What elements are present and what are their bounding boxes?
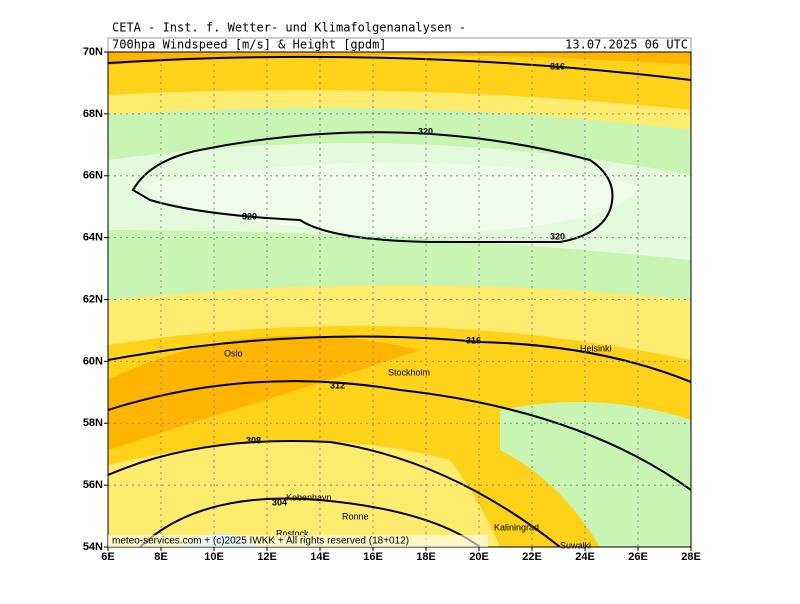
city-label: Stockholm [388, 367, 430, 377]
contour-label: 308 [246, 435, 261, 445]
contour-label: 320 [550, 231, 565, 241]
contour [108, 380, 691, 491]
contour-label: 320 [242, 211, 257, 221]
institute-title: CETA - Inst. f. Wetter- und Klimafolgena… [112, 21, 466, 35]
contour-label: 304 [272, 497, 287, 507]
footer-box [108, 535, 488, 547]
contour [108, 55, 691, 81]
city-label: Kobenhavn [286, 492, 332, 502]
band [108, 335, 420, 450]
contour-label: 320 [418, 126, 433, 136]
field [108, 52, 691, 547]
band [500, 402, 691, 547]
contour [139, 497, 481, 547]
contour-label: 316 [550, 61, 565, 71]
band [108, 52, 691, 65]
city-label: Ronne [342, 511, 369, 521]
lat-label: 64N [83, 232, 103, 244]
contour-label: 312 [330, 380, 345, 390]
lat-label: 68N [83, 108, 103, 120]
lat-label: 56N [83, 479, 103, 491]
lon-label: 28E [681, 551, 701, 563]
city-label: Kaliningrad [494, 522, 539, 532]
contour-label: 316 [466, 335, 481, 345]
lon-label: 6E [101, 551, 114, 563]
city-label: Oslo [224, 348, 243, 358]
contour [131, 131, 614, 243]
lon-label: 8E [154, 551, 167, 563]
lon-label: 22E [522, 551, 542, 563]
lon-label: 14E [310, 551, 330, 563]
footer: meteo-services.com + (c)2025 IWKK + All … [112, 536, 409, 547]
contour [108, 335, 691, 383]
lat-label: 60N [83, 355, 103, 367]
lon-label: 26E [628, 551, 648, 563]
lon-label: 12E [257, 551, 277, 563]
lon-label: 24E [575, 551, 595, 563]
product-title: 700hpa Windspeed [m/s] & Height [gpdm] [112, 38, 387, 52]
lat-label: 66N [83, 170, 103, 182]
city-label: Rostock [276, 528, 309, 538]
lat-label: 54N [83, 541, 103, 553]
lat-label: 70N [83, 46, 103, 58]
lat-label: 62N [83, 293, 103, 305]
contour [108, 439, 561, 547]
lat-label: 58N [83, 417, 103, 429]
graticule [108, 52, 691, 547]
city-label: Suwalki [560, 540, 591, 550]
band [108, 441, 500, 547]
city-label: Helsinki [580, 343, 612, 353]
valid-time: 13.07.2025 06 UTC [565, 38, 688, 52]
lon-label: 18E [416, 551, 436, 563]
lon-label: 20E [469, 551, 489, 563]
lon-label: 10E [204, 551, 224, 563]
lon-label: 16E [363, 551, 383, 563]
